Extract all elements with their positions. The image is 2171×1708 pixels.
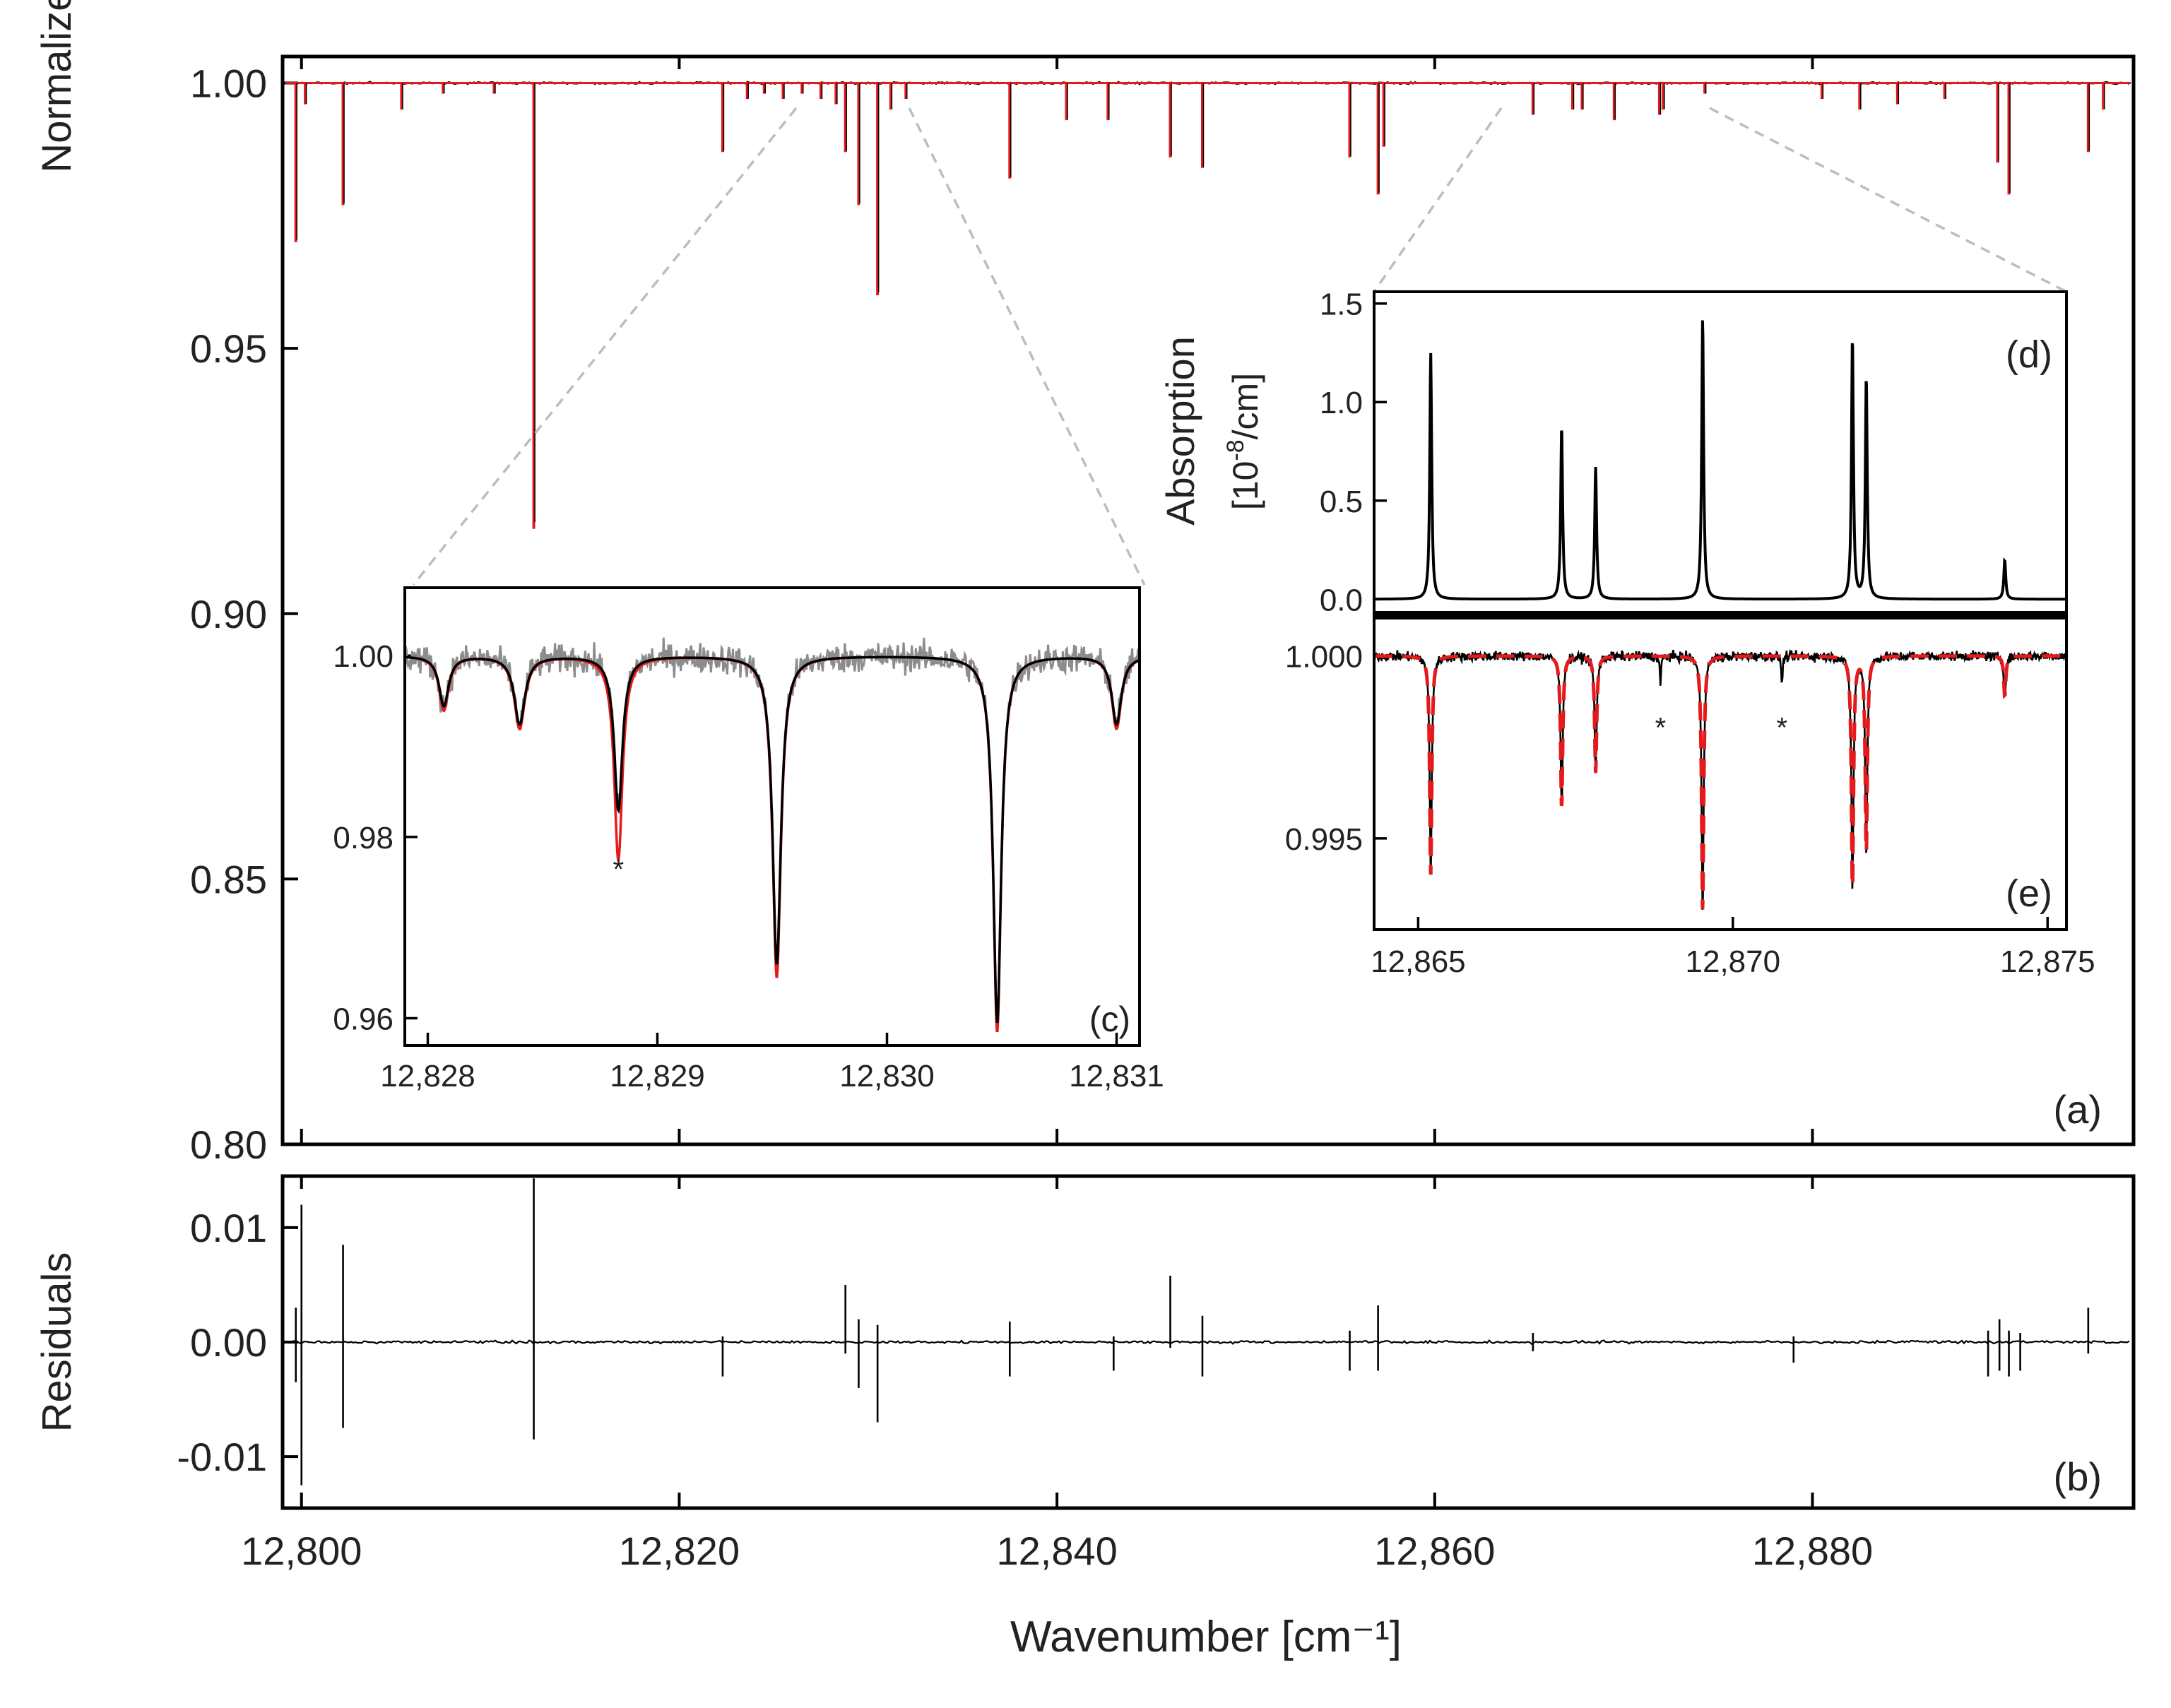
c-xtick-label: 12,828 (380, 1059, 475, 1093)
d-ytick-label: 0.0 (1320, 583, 1363, 617)
panel-a-main-transmission: 1.00 0.95 0.90 0.85 0.80 Normalized cavity t… (34, 0, 2136, 1167)
x-axis-label: Wavenumber [cm⁻¹] (1010, 1613, 1402, 1661)
panel-a-data (285, 81, 2131, 529)
b-residual-series (285, 1339, 2130, 1346)
d-ytick-label: 1.0 (1320, 386, 1363, 420)
panel-c-inset: * 1.00 0.98 0.96 12,828 12,829 12,830 12,831 (… (333, 586, 1164, 1093)
zoom-guide-c-left (412, 107, 798, 586)
panel-b-label: (b) (2054, 1454, 2102, 1499)
zoom-guide-c-right (908, 107, 1146, 586)
b-ytick-label: 0.00 (190, 1320, 267, 1365)
e-asterisk-marker: * (1655, 712, 1667, 743)
e-ytick-label: 0.995 (1285, 822, 1363, 857)
c-xtick-label: 12,830 (839, 1059, 935, 1093)
e-xtick-label: 12,875 (2000, 944, 2095, 979)
b-xtick-label: 12,860 (1374, 1529, 1495, 1573)
panel-b-residuals: 0.010.00-0.01 12,800 12,820 12,840 12,860 12… (34, 1174, 2136, 1661)
panel-a-label: (a) (2054, 1087, 2102, 1132)
panel-a-tick-lines (283, 57, 1814, 1146)
d-absorption-series (1374, 320, 2066, 601)
a-ytick-label: 0.90 (190, 592, 267, 636)
panel-b-y-tick-labels: 0.01 0.00 -0.01 (177, 1206, 267, 1479)
panel-d-y-unit-tail: /cm] (1226, 373, 1265, 439)
e-fit-series (1374, 654, 2066, 910)
b-xtick-label: 12,820 (619, 1529, 740, 1573)
panel-de-tick-labels: 1.5 1.0 0.5 0.0 1.000 0.995 12,865 12,870 12,875 (1285, 287, 2095, 979)
panel-e-label: (e) (2006, 872, 2052, 915)
panel-c-data: * (403, 637, 1141, 1032)
c-asterisk-marker: * (613, 854, 624, 885)
c-xtick-label: 12,831 (1069, 1059, 1164, 1093)
panel-c-label: (c) (1089, 1000, 1130, 1039)
panel-d-y-unit-base: [10 (1226, 461, 1265, 511)
panel-a-frame (280, 54, 2136, 1146)
panel-b-x-tick-labels: 12,800 12,820 12,840 12,860 12,880 (241, 1529, 1873, 1573)
b-xtick-label: 12,800 (241, 1529, 362, 1573)
b-xtick-label: 12,840 (996, 1529, 1117, 1573)
b-ytick-label: -0.01 (177, 1435, 267, 1479)
panel-de-background (1374, 292, 2066, 930)
panel-b-tick-lines (283, 1176, 1814, 1508)
c-xtick-label: 12,829 (610, 1059, 705, 1093)
e-xtick-label: 12,870 (1686, 944, 1781, 979)
e-ytick-label: 1.000 (1285, 640, 1363, 675)
d-ytick-label: 1.5 (1320, 287, 1363, 322)
panel-e-data: * * (1373, 648, 2068, 911)
a-ytick-label: 0.95 (190, 326, 267, 371)
a-ytick-label: 0.85 (190, 857, 267, 901)
panel-c-tick-labels: 1.00 0.98 0.96 12,828 12,829 12,830 12,831 (333, 639, 1164, 1093)
panel-b-data (285, 1178, 2130, 1485)
panel-c-frame (403, 586, 1141, 1047)
panel-d-y-axis-unit: [10-8/cm] (1222, 373, 1265, 510)
e-xtick-label: 12,865 (1371, 944, 1466, 979)
panel-d-data (1374, 320, 2066, 601)
d-ytick-label: 0.5 (1320, 485, 1363, 519)
zoom-guide-de-left (1373, 107, 1503, 292)
panel-d-y-axis-label: Absorption (1158, 336, 1202, 526)
panel-d-y-unit-exponent: -8 (1222, 439, 1249, 461)
a-ytick-label: 0.80 (190, 1122, 267, 1167)
zoom-guide-lines (412, 107, 2067, 586)
b-xtick-label: 12,880 (1752, 1529, 1873, 1573)
panel-b-y-axis-label: Residuals (34, 1252, 80, 1433)
panel-d-label: (d) (2006, 333, 2052, 376)
panel-b-frame (280, 1174, 2136, 1510)
c-fit-series (405, 656, 1140, 1024)
panel-a-y-tick-labels: 1.00 0.95 0.90 0.85 0.80 (190, 61, 267, 1167)
panel-de-frame (1373, 290, 2068, 931)
e-asterisk-marker: * (1777, 712, 1788, 743)
b-ytick-label: 0.01 (190, 1206, 267, 1250)
c-ytick-label: 1.00 (333, 639, 394, 674)
c-ytick-label: 0.96 (333, 1002, 394, 1037)
panel-a-y-axis-label: Normalized cavity transmission (34, 0, 80, 173)
c-ytick-label: 0.98 (333, 821, 394, 855)
panel-de-divider (1374, 611, 2066, 619)
a-ytick-label: 1.00 (190, 61, 267, 106)
